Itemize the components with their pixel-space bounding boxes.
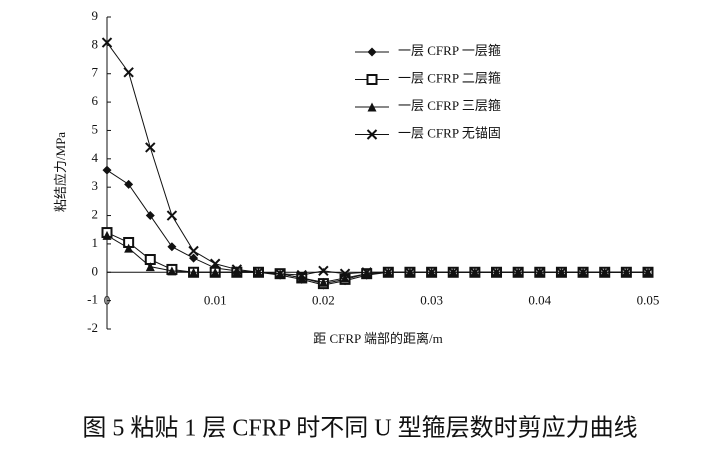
- y-tick-label: 4: [92, 150, 99, 165]
- legend-marker: [366, 129, 378, 140]
- y-tick-label: 5: [92, 121, 99, 136]
- data-point: [189, 253, 199, 263]
- data-point: [145, 211, 155, 221]
- y-tick-label: 2: [92, 207, 99, 222]
- legend-label: 一层 CFRP 一层箍: [398, 43, 501, 58]
- data-point: [274, 268, 286, 279]
- data-point: [167, 266, 177, 276]
- x-tick-label: 0.03: [420, 292, 443, 307]
- x-tick-label: 0.05: [637, 292, 660, 307]
- caption: 图 5 粘贴 1 层 CFRP 时不同 U 型箍层数时剪应力曲线: [82, 415, 637, 442]
- legend-label: 一层 CFRP 无锚固: [398, 125, 501, 140]
- data-point: [167, 242, 177, 252]
- data-point: [253, 267, 264, 278]
- data-point: [296, 269, 307, 281]
- data-point: [577, 267, 589, 278]
- data-point: [599, 267, 610, 278]
- data-point: [210, 267, 220, 277]
- data-point: [231, 264, 243, 275]
- data-point: [512, 267, 524, 278]
- data-point: [491, 267, 502, 278]
- legend-marker: [367, 47, 377, 57]
- data-point: [556, 267, 567, 278]
- data-point: [188, 245, 199, 257]
- data-point: [102, 165, 112, 175]
- data-point: [469, 267, 481, 278]
- legend-label: 一层 CFRP 三层箍: [398, 98, 501, 113]
- data-point: [145, 262, 155, 272]
- data-point: [102, 230, 112, 240]
- legend-label: 一层 CFRP 二层箍: [398, 70, 501, 85]
- data-point: [189, 267, 199, 277]
- data-point: [534, 267, 546, 278]
- data-point: [362, 269, 372, 279]
- y-tick-label: 8: [92, 36, 99, 51]
- data-point: [209, 258, 221, 269]
- data-point: [123, 67, 134, 78]
- data-point: [297, 273, 307, 283]
- data-point: [232, 267, 242, 277]
- y-tick-label: 1: [92, 235, 99, 250]
- y-tick-label: 9: [92, 8, 99, 23]
- series-line: [106, 42, 648, 276]
- x-tick-label: 0.02: [312, 292, 335, 307]
- y-tick-label: 0: [92, 263, 99, 278]
- x-axis-label: 距 CFRP 端部的距离/m: [313, 331, 443, 346]
- y-axis-label: 粘结应力/MPa: [53, 132, 68, 212]
- data-point: [621, 267, 632, 278]
- data-point: [124, 179, 134, 189]
- data-point: [426, 267, 437, 278]
- legend-marker: [367, 102, 377, 112]
- y-tick-label: 3: [92, 178, 99, 193]
- x-tick-label: 0.01: [204, 292, 227, 307]
- y-tick-label: -2: [87, 320, 98, 335]
- data-point: [124, 243, 134, 253]
- y-tick-label: 7: [92, 65, 99, 80]
- data-point: [339, 268, 351, 279]
- data-point: [145, 142, 156, 153]
- data-point: [642, 267, 654, 278]
- y-tick-label: 6: [92, 93, 99, 108]
- data-point: [448, 267, 459, 278]
- data-point: [318, 277, 328, 287]
- data-point: [404, 267, 416, 278]
- x-tick-label: 0.04: [528, 292, 551, 307]
- data-point: [166, 210, 178, 221]
- data-point: [340, 273, 350, 283]
- data-point: [318, 265, 329, 277]
- y-tick-label: -1: [87, 292, 98, 307]
- data-point: [101, 37, 113, 48]
- x-tick-label: 0: [104, 292, 111, 307]
- data-point: [383, 267, 394, 278]
- data-point: [361, 267, 372, 278]
- legend-marker: [366, 74, 378, 85]
